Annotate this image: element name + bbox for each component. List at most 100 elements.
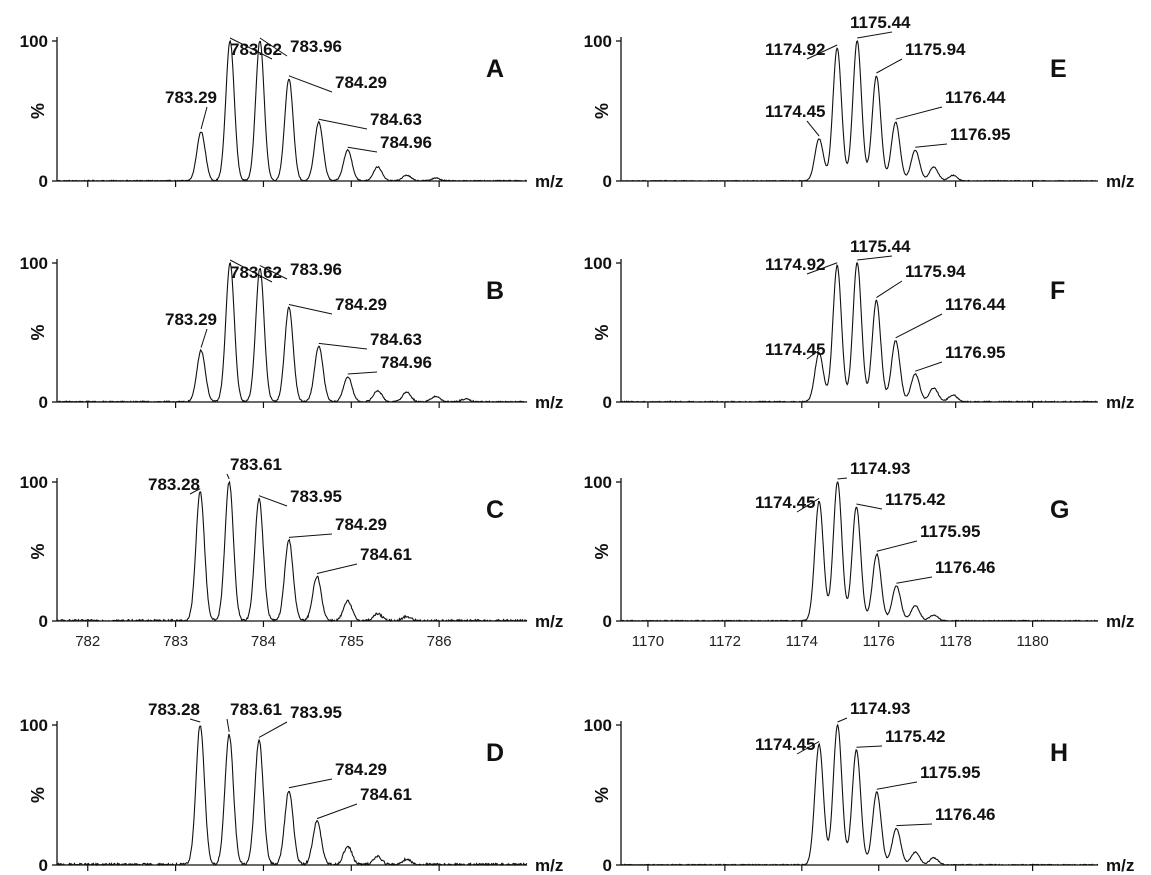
peak-label: 1176.95 bbox=[945, 343, 1006, 362]
peak-leader-line bbox=[318, 118, 368, 130]
y-tick-label: 100 bbox=[20, 32, 48, 51]
y-tick-label: 100 bbox=[584, 32, 612, 51]
peak-leader-line bbox=[316, 563, 358, 575]
peak-leader-line bbox=[229, 259, 273, 283]
peak-label: 783.62 bbox=[230, 40, 282, 59]
peak-leader-line bbox=[288, 303, 333, 315]
x-axis-label: m/z bbox=[1106, 612, 1134, 631]
x-tick-label: 1180 bbox=[1016, 633, 1048, 650]
x-tick-label: 1178 bbox=[940, 633, 972, 650]
x-tick-label: 1170 bbox=[632, 633, 664, 650]
peak-leader-line bbox=[259, 265, 288, 280]
peak-leader-line bbox=[837, 717, 848, 723]
y-tick-label: 100 bbox=[20, 254, 48, 273]
x-tick-label: 784 bbox=[251, 633, 276, 650]
peak-leader-line bbox=[856, 503, 883, 510]
peak-leader-line bbox=[876, 58, 903, 74]
peak-label: 1175.95 bbox=[920, 522, 981, 541]
spectrum-line bbox=[56, 480, 528, 623]
peak-label: 1175.94 bbox=[905, 40, 966, 59]
peak-leader-line bbox=[226, 718, 230, 732]
peak-leader-line bbox=[806, 349, 820, 360]
peak-leader-line bbox=[895, 106, 943, 120]
peak-leader-line bbox=[876, 781, 918, 790]
spectrum-line bbox=[620, 262, 1098, 403]
peak-label: 784.63 bbox=[370, 330, 422, 349]
x-axis-label: m/z bbox=[1106, 172, 1134, 191]
y-tick-label: 0 bbox=[603, 393, 612, 412]
peak-label: 1174.45 bbox=[755, 735, 816, 754]
y-axis-label: % bbox=[592, 324, 612, 340]
panel-letter: E bbox=[1050, 55, 1067, 83]
peak-leader-line bbox=[796, 741, 820, 755]
peak-leader-line bbox=[288, 533, 333, 538]
y-tick-label: 0 bbox=[603, 856, 612, 875]
panel-letter: D bbox=[486, 739, 504, 767]
y-axis-label: % bbox=[592, 103, 612, 119]
peak-label: 1176.46 bbox=[935, 805, 996, 824]
peak-leader-line bbox=[896, 576, 933, 584]
peak-leader-line bbox=[258, 721, 288, 738]
peak-label: 1174.93 bbox=[850, 459, 911, 478]
peak-leader-line bbox=[226, 473, 230, 480]
x-tick-label: 1174 bbox=[786, 633, 818, 650]
y-tick-label: 0 bbox=[603, 612, 612, 631]
y-tick-label: 100 bbox=[584, 473, 612, 492]
peak-label: 783.96 bbox=[290, 260, 342, 279]
peak-label: 784.29 bbox=[335, 73, 387, 92]
peak-label: 1174.45 bbox=[755, 493, 816, 512]
x-tick-label: 1176 bbox=[863, 633, 895, 650]
peak-label: 1174.45 bbox=[765, 340, 826, 359]
peak-label: 1175.95 bbox=[920, 763, 981, 782]
peak-label: 1175.44 bbox=[850, 237, 911, 256]
peak-label: 784.96 bbox=[380, 133, 432, 152]
peak-leader-line bbox=[806, 120, 820, 137]
y-tick-label: 0 bbox=[39, 393, 48, 412]
peak-leader-line bbox=[347, 371, 378, 375]
panel-letter: B bbox=[486, 277, 504, 305]
panel-letter: C bbox=[486, 496, 504, 524]
x-axis-label: m/z bbox=[535, 172, 563, 191]
peak-label: 784.29 bbox=[335, 760, 387, 779]
spectrum-line bbox=[56, 261, 528, 403]
y-axis-label: % bbox=[28, 543, 48, 559]
x-axis-label: m/z bbox=[1106, 856, 1134, 875]
peak-leader-line bbox=[806, 44, 838, 60]
peak-leader-line bbox=[288, 778, 333, 789]
peak-leader-line bbox=[896, 823, 933, 827]
peak-label: 783.28 bbox=[148, 475, 200, 494]
peak-leader-line bbox=[189, 718, 201, 723]
y-tick-label: 100 bbox=[584, 716, 612, 735]
peak-label: 783.62 bbox=[230, 263, 282, 282]
panel-letter: H bbox=[1050, 739, 1068, 767]
peak-label: 784.29 bbox=[335, 295, 387, 314]
peak-leader-line bbox=[806, 262, 838, 275]
peak-label: 784.61 bbox=[360, 785, 412, 804]
y-axis-label: % bbox=[28, 787, 48, 803]
peak-leader-line bbox=[258, 495, 288, 507]
peak-label: 783.29 bbox=[165, 88, 217, 107]
peak-label: 783.61 bbox=[230, 455, 282, 474]
y-tick-label: 0 bbox=[39, 612, 48, 631]
peak-label: 1175.42 bbox=[885, 490, 946, 509]
peak-label: 1174.92 bbox=[765, 40, 826, 59]
peak-leader-line bbox=[347, 146, 378, 153]
peak-label: 784.29 bbox=[335, 515, 387, 534]
x-axis-label: m/z bbox=[535, 393, 563, 412]
peak-leader-line bbox=[288, 75, 333, 93]
x-axis-label: m/z bbox=[535, 612, 563, 631]
peak-label: 783.95 bbox=[290, 703, 342, 722]
x-tick-label: 1172 bbox=[709, 633, 741, 650]
peak-leader-line bbox=[796, 498, 820, 513]
peak-leader-line bbox=[200, 328, 208, 348]
peak-leader-line bbox=[189, 488, 201, 495]
peak-label: 1175.94 bbox=[905, 262, 966, 281]
peak-leader-line bbox=[915, 361, 943, 372]
y-axis-label: % bbox=[28, 324, 48, 340]
y-axis-label: % bbox=[592, 787, 612, 803]
peak-leader-line bbox=[915, 143, 948, 148]
peak-leader-line bbox=[856, 745, 883, 748]
y-tick-label: 0 bbox=[39, 856, 48, 875]
y-axis-label: % bbox=[592, 543, 612, 559]
